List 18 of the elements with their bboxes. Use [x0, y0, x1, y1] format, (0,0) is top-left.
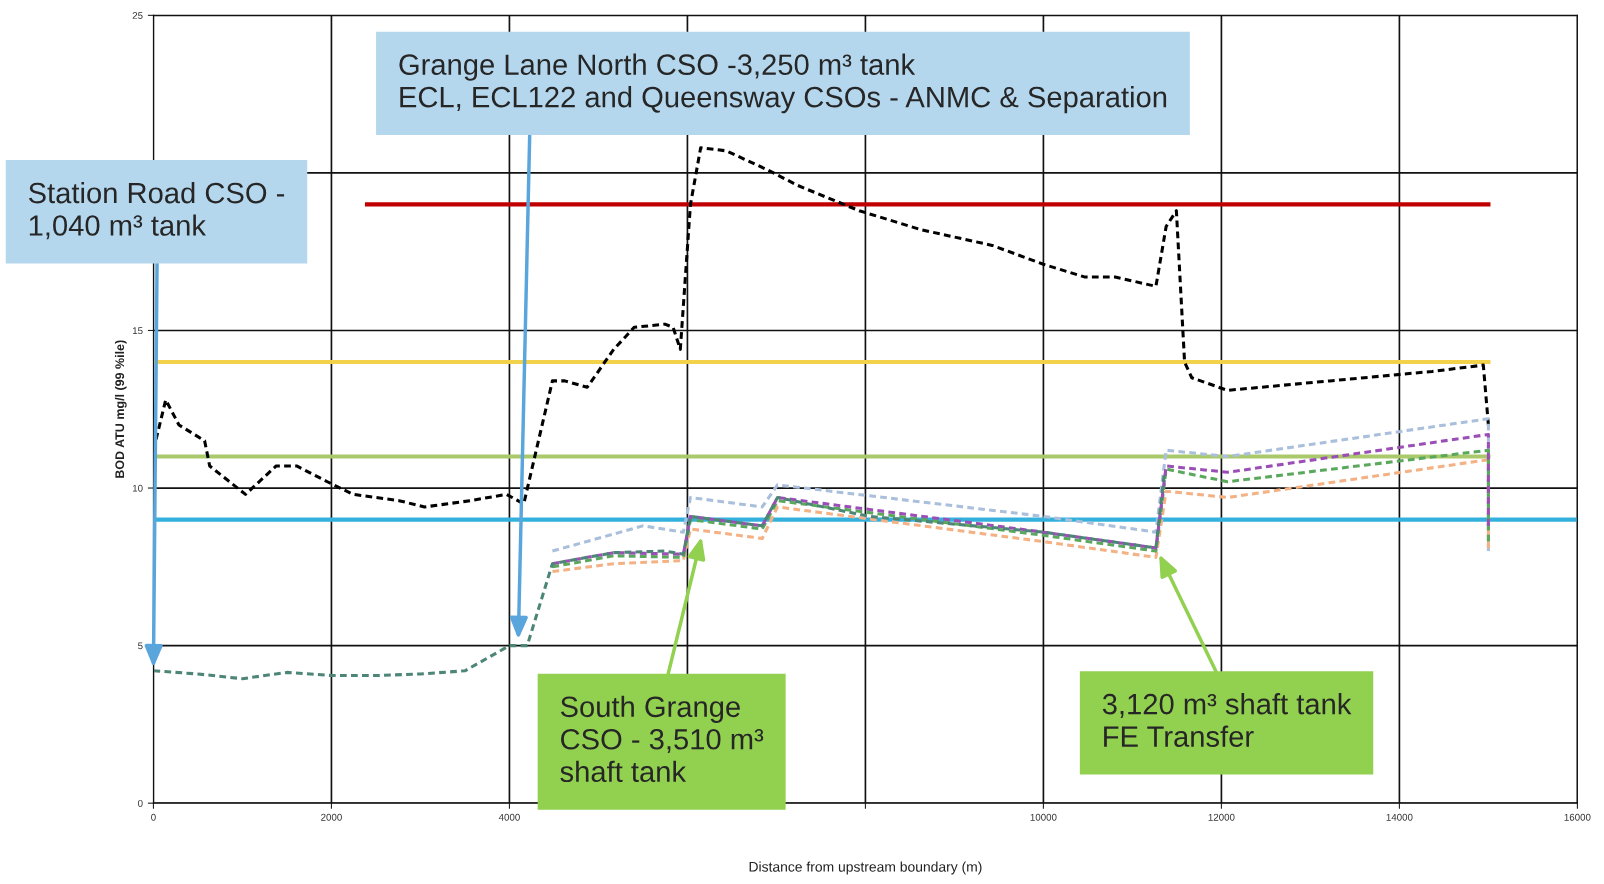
x-tick-label: 12000 — [1208, 813, 1235, 821]
y-tick-label: 25 — [132, 12, 143, 19]
x-tick-label: 0 — [151, 813, 156, 821]
y-axis-title: BOD ATU mg/l (99 %ile) — [114, 340, 127, 478]
annotation: Grange Lane North CSO -3,250 m³ tank ECL, ECL122 and Queensway CSOs - ANMC & Separation — [399, 53, 1167, 114]
annotation: South Grange CSO - 3,510 m³ shaft tank — [560, 695, 764, 783]
y-tick-label: 5 — [138, 642, 143, 650]
y-tick-label: 10 — [132, 484, 143, 492]
x-tick-label: 10000 — [1030, 813, 1057, 821]
annotation: 3,120 m³ shaft tank FE Transfer — [1102, 693, 1352, 747]
x-tick-label: 16000 — [1564, 813, 1591, 821]
y-tick-label: 15 — [132, 327, 143, 335]
x-tick-label: 2000 — [321, 813, 342, 821]
x-tick-label: 14000 — [1386, 813, 1413, 821]
x-tick-label: 4000 — [498, 813, 520, 821]
x-axis-title: Distance from upstream boundary (m) — [749, 861, 982, 875]
y-tick-label: 0 — [138, 799, 143, 807]
annotation: Station Road CSO - 1,040 m³ tank — [28, 181, 285, 240]
